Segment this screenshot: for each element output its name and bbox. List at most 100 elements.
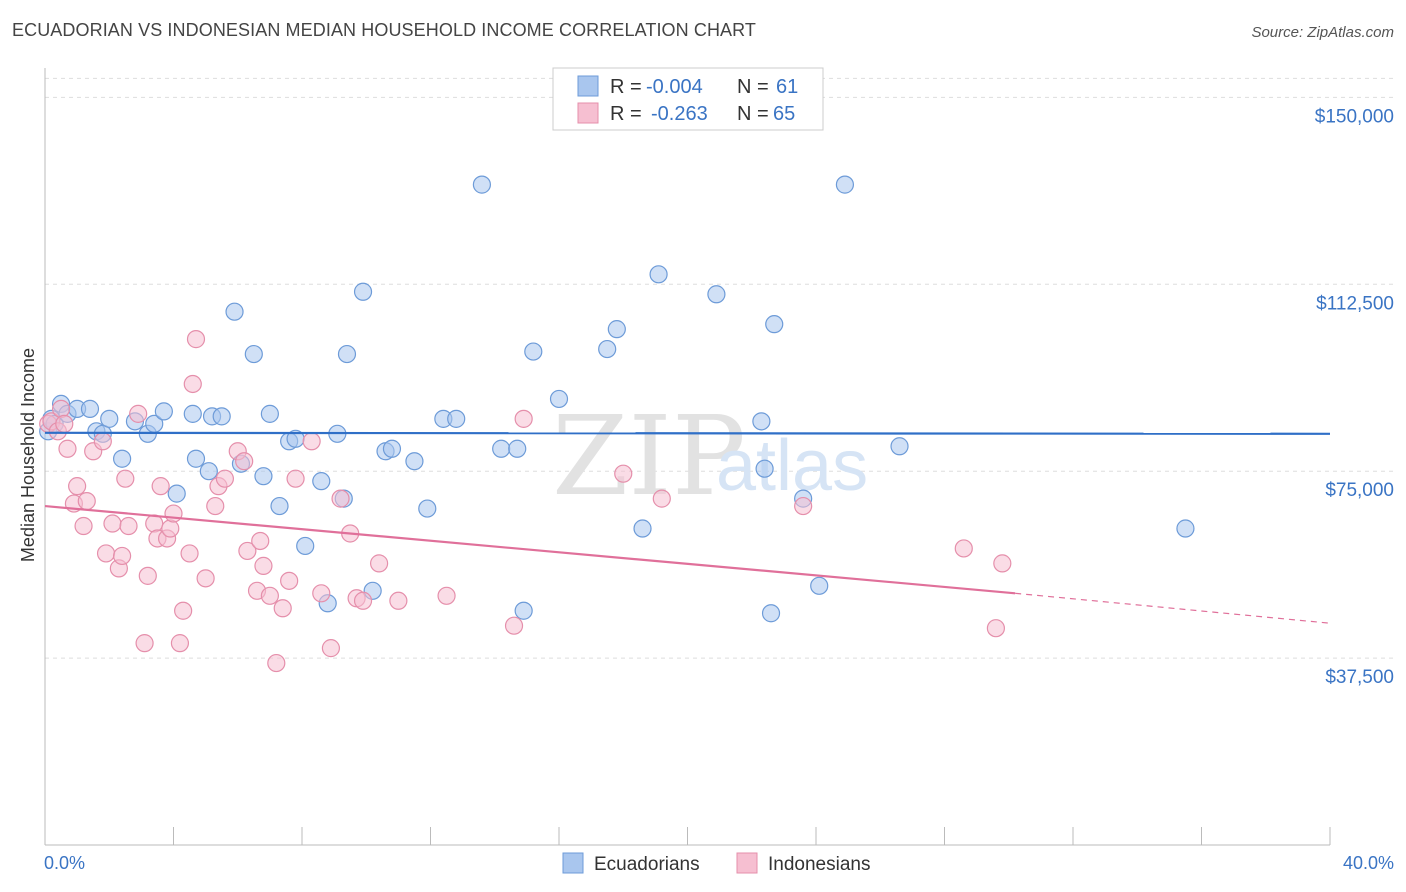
indonesian-point-62 (954, 539, 973, 558)
ecuadorian-point-38 (382, 439, 402, 458)
indonesian-point-29 (180, 544, 199, 563)
legend-swatch-indonesians (577, 102, 599, 124)
ecuadorian-point-47 (524, 342, 543, 361)
indonesian-point-18 (129, 404, 148, 423)
ecuadorian-point-9 (100, 409, 119, 428)
ecuadorian-point-17 (186, 449, 206, 468)
indonesian-point-5 (58, 439, 77, 458)
indonesian-point-27 (170, 634, 190, 653)
indonesian-point-64 (993, 554, 1012, 573)
indonesian-point-45 (280, 571, 299, 590)
ecuadorian-point-55 (755, 459, 774, 478)
ecuadorian-point-26 (270, 496, 289, 516)
indonesian-point-59 (614, 464, 633, 483)
ecuadorian-point-53 (707, 285, 726, 304)
indonesian-point-55 (389, 591, 408, 610)
ecuadorian-point-16 (183, 404, 202, 423)
trend-line-indonesians (44, 504, 1016, 595)
ecuadorian-point-29 (296, 536, 315, 556)
indonesian-point-42 (260, 586, 279, 605)
ecuadorian-point-51 (633, 519, 652, 538)
x-tick-label-max: 40.0% (1343, 853, 1394, 873)
ecuadorian-point-59 (810, 576, 829, 595)
ecuadorian-point-21 (225, 302, 244, 321)
indonesian-point-7 (68, 477, 87, 496)
indonesian-point-60 (652, 489, 671, 508)
indonesian-point-58 (514, 409, 533, 428)
ecuadorian-point-57 (765, 315, 784, 334)
source-label: Source: ZipAtlas.com (1251, 24, 1394, 41)
ecuadorian-point-18 (199, 462, 218, 481)
ecuadorian-point-62 (1176, 519, 1195, 538)
indonesian-point-40 (251, 531, 270, 551)
legend-n-value-1: 65 (773, 103, 795, 125)
indonesian-point-44 (273, 599, 292, 618)
ecuadorian-point-49 (598, 339, 617, 359)
legend-r-value-0: -0.004 (646, 76, 703, 98)
ecuadorian-point-60 (835, 175, 855, 194)
y-axis-label: Median Household Income (18, 348, 38, 562)
indonesian-point-46 (286, 469, 305, 488)
bottom-legend-swatch-indonesians (736, 852, 758, 874)
legend-n-value-0: 61 (776, 76, 798, 98)
indonesian-point-56 (437, 586, 456, 605)
legend-n-label-0: N = (737, 76, 769, 98)
chart-title: ECUADORIAN VS INDONESIAN MEDIAN HOUSEHOL… (12, 20, 757, 40)
indonesian-point-48 (312, 584, 331, 603)
bottom-legend-ecuadorians: Ecuadorians (594, 854, 700, 875)
series-indonesians-points (39, 330, 1012, 673)
indonesian-point-54 (370, 554, 389, 573)
watermark-zip: ZIP (552, 392, 746, 520)
indonesian-point-33 (206, 496, 225, 516)
legend-r-label-0: R = (610, 76, 642, 98)
trend-line-ecuadorians (44, 431, 1331, 435)
legend: R = -0.004 N = 61 R = -0.263 N = 65 (552, 67, 824, 131)
trend-line-indonesians-extension (1015, 592, 1331, 624)
ecuadorian-point-25 (260, 404, 279, 423)
indonesian-point-9 (77, 491, 96, 511)
ecuadorian-point-61 (890, 437, 909, 456)
ecuadorian-point-20 (212, 407, 231, 426)
watermark-atlas: atlas (716, 426, 868, 506)
bottom-legend-swatch-ecuadorians (562, 852, 584, 874)
indonesian-point-57 (504, 616, 524, 635)
indonesian-point-38 (238, 541, 257, 561)
indonesian-point-26 (164, 504, 183, 523)
ecuadorian-point-39 (405, 452, 424, 471)
y-tick-label-3: $150,000 (1315, 106, 1394, 127)
ecuadorian-point-40 (418, 499, 437, 518)
indonesian-point-47 (302, 432, 321, 451)
indonesian-point-19 (135, 634, 154, 653)
ecuadorian-point-56 (761, 604, 781, 623)
indonesian-point-12 (96, 544, 116, 563)
indonesian-point-50 (331, 489, 350, 508)
ecuadorian-point-54 (752, 412, 771, 431)
indonesian-point-4 (55, 414, 74, 433)
y-tick-label-1: $75,000 (1325, 480, 1394, 501)
x-tick-label-min: 0.0% (44, 853, 85, 873)
indonesian-point-31 (186, 330, 206, 349)
indonesian-point-49 (321, 639, 341, 658)
ecuadorian-point-50 (607, 320, 626, 339)
indonesian-point-28 (174, 601, 193, 620)
y-tick-label-2: $112,500 (1316, 293, 1394, 314)
ecuadorian-point-23 (244, 344, 263, 364)
ecuadorian-point-30 (312, 472, 331, 491)
gridlines (45, 77, 1394, 659)
ecuadorian-point-6 (80, 399, 100, 418)
ecuadorian-point-45 (508, 439, 527, 458)
indonesian-point-37 (235, 452, 254, 471)
indonesian-point-35 (215, 469, 234, 488)
ecuadorian-point-24 (254, 467, 273, 486)
indonesian-point-11 (93, 432, 112, 451)
legend-r-value-1: -0.263 (651, 103, 708, 125)
indonesian-point-63 (986, 619, 1006, 638)
indonesian-point-8 (74, 516, 93, 536)
trend-lines (44, 431, 1331, 624)
indonesian-point-23 (151, 477, 170, 496)
ecuadorian-point-46 (514, 601, 533, 620)
y-tick-labels: $37,500 $75,000 $112,500 $150,000 (1315, 106, 1394, 688)
indonesian-point-16 (116, 469, 135, 488)
bottom-legend: Ecuadorians Indonesians (562, 852, 870, 875)
ecuadorian-point-10 (112, 449, 132, 468)
